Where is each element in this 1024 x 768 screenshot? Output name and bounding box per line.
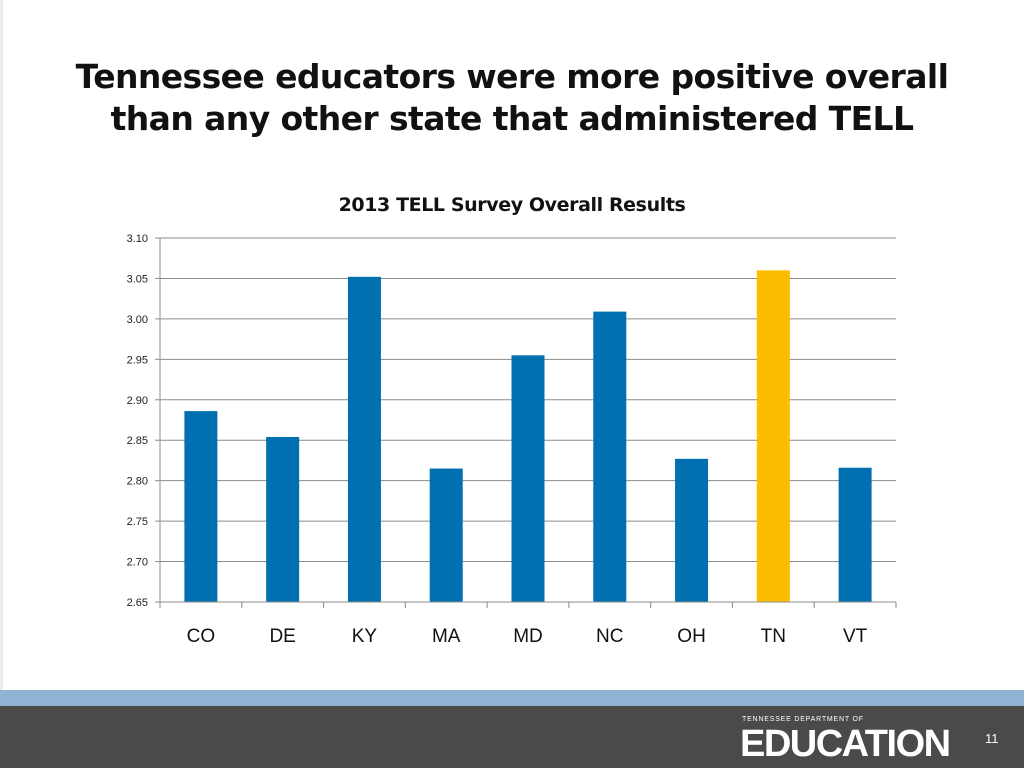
- y-tick-label: 2.70: [127, 557, 148, 569]
- bar-co: [184, 411, 218, 602]
- x-category-label: OH: [677, 626, 706, 647]
- logo-department-text: TENNESSEE DEPARTMENT OF: [742, 716, 864, 723]
- y-tick-label: 2.95: [127, 354, 148, 366]
- x-category-label: TN: [761, 626, 786, 647]
- x-category-label: VT: [843, 626, 868, 647]
- x-category-label: MA: [432, 626, 461, 647]
- y-tick-label: 2.85: [127, 435, 148, 447]
- x-category-label: MD: [513, 626, 543, 647]
- y-tick-label: 2.75: [127, 516, 148, 528]
- logo-education-text: EDUCATION: [740, 723, 951, 765]
- y-tick-label: 2.90: [127, 395, 148, 407]
- chart-title: 2013 TELL Survey Overall Results: [338, 194, 686, 216]
- page-number: 11: [985, 731, 999, 746]
- bar-ma: [429, 468, 463, 602]
- x-category-label: NC: [596, 626, 623, 647]
- x-category-label: DE: [269, 626, 295, 647]
- y-tick-label: 3.05: [127, 273, 148, 285]
- bar-md: [511, 355, 545, 602]
- bar-nc: [593, 311, 627, 602]
- y-tick-label: 2.65: [127, 597, 148, 609]
- slide-title-line-1: Tennessee educators were more positive o…: [75, 57, 949, 96]
- y-tick-label: 2.80: [127, 476, 148, 488]
- y-tick-label: 3.00: [127, 314, 148, 326]
- bar-ky: [347, 276, 381, 602]
- bar-chart: 2.65 2.70 2.75 2.80 2.85 2.90 2.95 3.00 3.05 3.10…: [127, 233, 897, 647]
- slide-title-line-2: than any other state that administered T…: [110, 99, 914, 138]
- footer-accent-band: [0, 690, 1024, 706]
- footer-bar: [0, 706, 1024, 768]
- slide-left-edge: [0, 0, 3, 690]
- slide-title: Tennessee educators were more positive o…: [40, 56, 984, 140]
- bar-oh: [675, 458, 709, 602]
- bar-tn: [756, 270, 790, 602]
- x-category-label: CO: [187, 626, 216, 647]
- bar-vt: [838, 467, 872, 602]
- y-tick-label: 3.10: [127, 233, 148, 245]
- x-category-label: KY: [352, 626, 378, 647]
- bar-de: [266, 436, 300, 602]
